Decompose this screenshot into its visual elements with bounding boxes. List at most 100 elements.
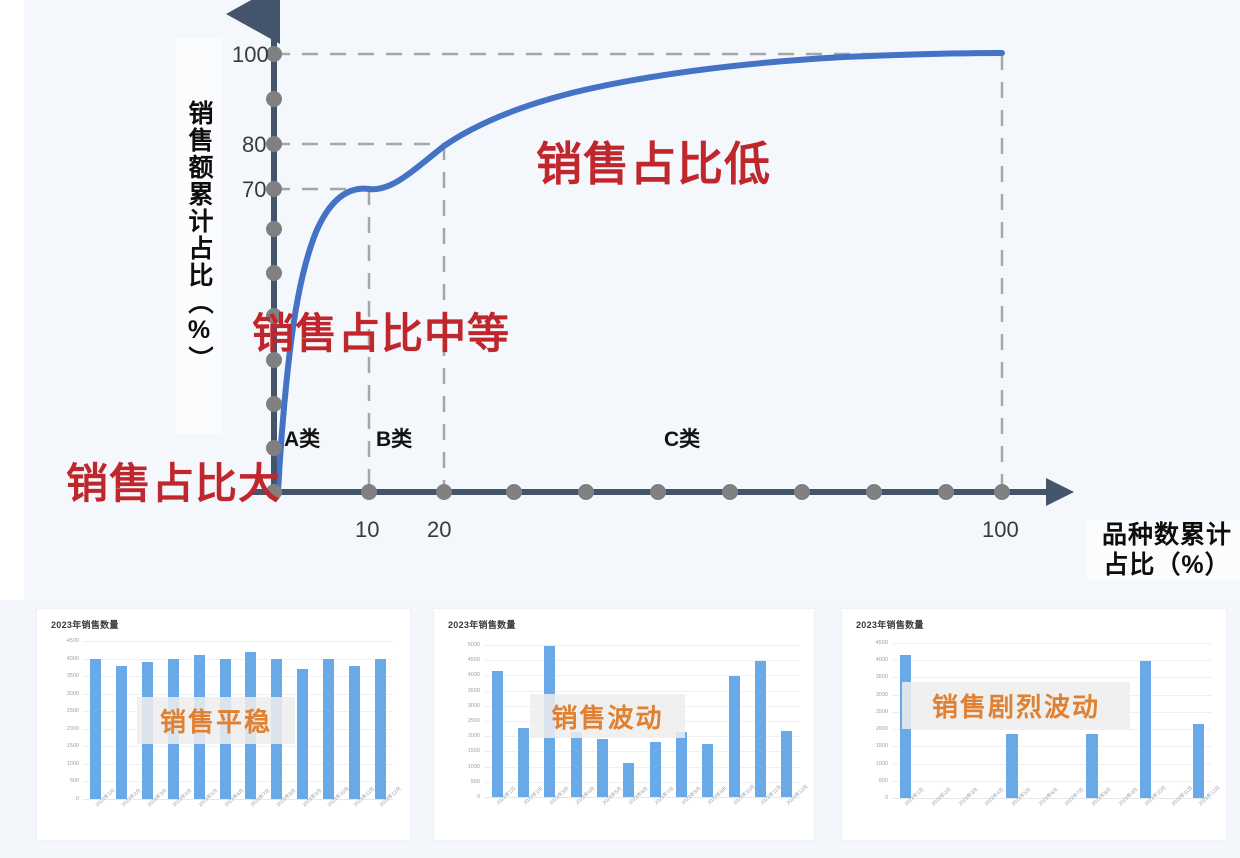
- bar: [596, 739, 609, 797]
- y-tick-label-100: 100: [232, 42, 269, 67]
- gridline: [892, 677, 1212, 679]
- y-axis-tick-label: 2500: [467, 718, 480, 724]
- bar: [348, 665, 360, 799]
- x-tick-label-10: 10: [355, 517, 380, 542]
- pareto-chart-svg: [226, 0, 1074, 506]
- bar: [1139, 660, 1151, 798]
- class-label-b: B类: [376, 428, 413, 451]
- y-axis-tick-label: 4500: [467, 657, 480, 664]
- bar: [781, 730, 793, 797]
- chart-title: 2023年销售数量: [448, 620, 516, 630]
- x-axis-arrowhead: [1046, 478, 1074, 506]
- y-axis-tick-label: 3500: [875, 674, 888, 681]
- x-axis-dot-markers: [361, 484, 1010, 500]
- class-label-c: C类: [664, 428, 701, 451]
- gridline: [892, 763, 1212, 765]
- gridline: [83, 676, 393, 678]
- chart-title: 2023年销售数量: [856, 620, 924, 630]
- y-axis-tick-label: 3500: [66, 673, 79, 680]
- gridline: [484, 675, 800, 677]
- y-axis-tick-label: 500: [878, 777, 888, 784]
- y-axis-tick-label: 3000: [875, 691, 888, 698]
- x-axis-baseline: [484, 797, 800, 798]
- x-axis-title: 品种数累计 占比（%）: [1087, 520, 1240, 580]
- bar: [297, 669, 308, 799]
- gridline: [484, 766, 800, 768]
- y-axis-title: 销售额累计占比（%）: [176, 38, 222, 434]
- x-axis-tick-label: 2023年2月: [930, 786, 953, 808]
- chart-overlay-label-3: 销售剧烈波动: [902, 682, 1130, 729]
- gridline: [83, 746, 393, 748]
- annotation-low-share: 销售占比低: [536, 137, 771, 191]
- y-axis-tick-label: 2500: [875, 708, 888, 715]
- y-axis-tick-label: 1500: [875, 743, 888, 750]
- bar-chart-card-row: 2023年销售数量 0 500 1000 1500 2000 2500 3000 3500 40…: [0, 608, 1240, 858]
- x-tick-label-20: 20: [427, 517, 452, 542]
- y-axis-tick-label: 500: [69, 778, 79, 785]
- x-axis-tick-label: 2023年11月: [1170, 785, 1195, 808]
- x-axis-tick-label: 2023年9月: [1117, 786, 1140, 808]
- y-axis-tick-label: 3500: [467, 687, 480, 694]
- gridline: [484, 751, 800, 753]
- gridline: [484, 690, 800, 692]
- x-axis-tick-label: 2023年4月: [983, 786, 1006, 808]
- bar: [491, 670, 503, 797]
- bar-chart-card-3: 2023年销售数量 0 500 1000 1500 2000 2500 3000 3500 40…: [841, 608, 1227, 841]
- bar: [116, 665, 128, 799]
- x-axis-title-line1: 品种数累计: [1101, 521, 1232, 549]
- chart-overlay-label-1: 销售平稳: [137, 697, 295, 744]
- vertical-guides: [367, 54, 1004, 492]
- gridline: [892, 729, 1212, 731]
- bar: [1086, 733, 1098, 798]
- gridline: [892, 780, 1212, 782]
- y-axis-tick-label: 4500: [66, 638, 79, 644]
- y-axis-tick-label: 0: [75, 796, 79, 802]
- chart-title: 2023年销售数量: [51, 620, 119, 630]
- bar-chart-card-1: 2023年销售数量 0 500 1000 1500 2000 2500 3000 3500 40…: [36, 608, 411, 841]
- gridline: [83, 693, 393, 695]
- y-axis-tick-label: 1500: [66, 743, 79, 750]
- y-axis-tick-label: 4000: [467, 672, 480, 679]
- gridline: [83, 658, 393, 660]
- y-axis-tick-label: 500: [470, 778, 480, 785]
- bar: [90, 658, 102, 799]
- bar-chart-card-2: 2023年销售数量 0 500 1000 1500 2000 2500 3000 3500 40…: [433, 608, 815, 841]
- y-axis-tick-label: 2500: [66, 708, 79, 715]
- gridline: [892, 746, 1212, 748]
- y-axis-tick-label: 0: [884, 795, 888, 801]
- bar: [623, 762, 635, 797]
- bar: [570, 731, 582, 797]
- y-axis-tick-label: 3000: [467, 702, 480, 709]
- gridline: [83, 641, 393, 642]
- gridline: [484, 660, 800, 662]
- pareto-abc-chart: 100 80 70 10 20 100 A类 B类 C类 销售占比低 销售占比中…: [24, 0, 1240, 600]
- annotation-medium-share: 销售占比中等: [252, 309, 511, 358]
- y-axis-tick-label: 2000: [875, 726, 888, 733]
- bar: [322, 658, 334, 799]
- gridline: [83, 763, 393, 765]
- y-axis-tick-label: 1000: [467, 763, 480, 770]
- y-axis-tick-label: 0: [476, 794, 480, 800]
- y-tick-label-70: 70: [242, 177, 267, 202]
- x-axis-tick-label: 2023年6月: [1037, 786, 1060, 808]
- y-tick-label-80: 80: [242, 132, 267, 157]
- y-axis-tick-label: 1500: [467, 748, 480, 755]
- gridline: [83, 781, 393, 783]
- gridline: [892, 643, 1212, 644]
- y-axis-tick-label: 4000: [875, 657, 888, 664]
- y-axis-tick-label: 3000: [66, 690, 79, 697]
- gridline: [484, 645, 800, 646]
- x-axis-tick-label: 2023年7月: [1063, 786, 1086, 808]
- annotation-large-share: 销售占比大: [66, 459, 282, 508]
- bar: [728, 675, 740, 797]
- bar: [675, 731, 688, 797]
- pareto-curve: [275, 50, 1005, 495]
- horizontal-guides: [274, 52, 1002, 191]
- x-axis-baseline: [83, 799, 393, 800]
- bar: [517, 727, 530, 797]
- bar: [1006, 733, 1018, 798]
- y-axis-dot-markers: [266, 46, 282, 500]
- y-axis-tick-label: 4500: [875, 640, 888, 646]
- x-axis-tick-label: 2023年3月: [957, 786, 980, 808]
- y-axis-tick-label: 1000: [66, 760, 79, 767]
